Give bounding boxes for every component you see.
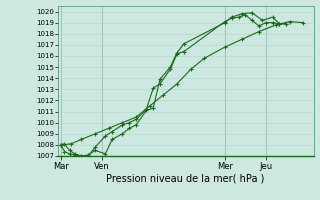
X-axis label: Pression niveau de la mer( hPa ): Pression niveau de la mer( hPa ) bbox=[107, 173, 265, 183]
